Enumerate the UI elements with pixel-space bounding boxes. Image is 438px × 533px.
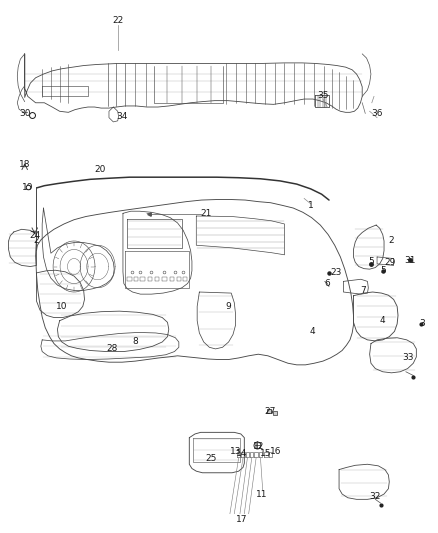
Text: 27: 27 [265, 407, 276, 416]
Text: 4: 4 [380, 316, 385, 325]
Text: 32: 32 [370, 491, 381, 500]
Text: 28: 28 [106, 344, 118, 353]
Text: 22: 22 [112, 17, 124, 26]
Text: 33: 33 [402, 353, 413, 362]
Text: 10: 10 [56, 302, 67, 311]
Text: 5: 5 [368, 257, 374, 265]
Text: 6: 6 [325, 279, 330, 288]
Text: 16: 16 [270, 447, 282, 456]
Text: 13: 13 [230, 447, 241, 456]
Text: 14: 14 [236, 449, 247, 458]
Text: 17: 17 [236, 514, 247, 523]
Text: 11: 11 [256, 489, 268, 498]
Text: 30: 30 [19, 109, 31, 118]
Text: 23: 23 [330, 269, 342, 277]
Text: 5: 5 [380, 266, 385, 275]
Text: 21: 21 [200, 209, 212, 218]
Text: 36: 36 [371, 109, 383, 118]
Text: 24: 24 [29, 231, 40, 240]
Text: 4: 4 [310, 327, 316, 336]
Text: 12: 12 [253, 442, 264, 451]
Text: 19: 19 [22, 183, 34, 192]
Text: 3: 3 [419, 319, 425, 328]
Text: 2: 2 [389, 237, 394, 246]
Text: 35: 35 [317, 91, 328, 100]
Text: 25: 25 [205, 455, 217, 463]
Text: 18: 18 [19, 160, 31, 169]
Text: 1: 1 [308, 201, 314, 210]
Text: 2: 2 [34, 237, 39, 246]
Text: 29: 29 [385, 258, 396, 266]
Text: 15: 15 [261, 449, 272, 458]
Text: 20: 20 [95, 165, 106, 174]
Text: 8: 8 [132, 337, 138, 346]
Text: 9: 9 [226, 302, 231, 311]
Text: 7: 7 [360, 286, 366, 295]
Text: 31: 31 [404, 256, 416, 264]
Text: 34: 34 [117, 112, 128, 121]
